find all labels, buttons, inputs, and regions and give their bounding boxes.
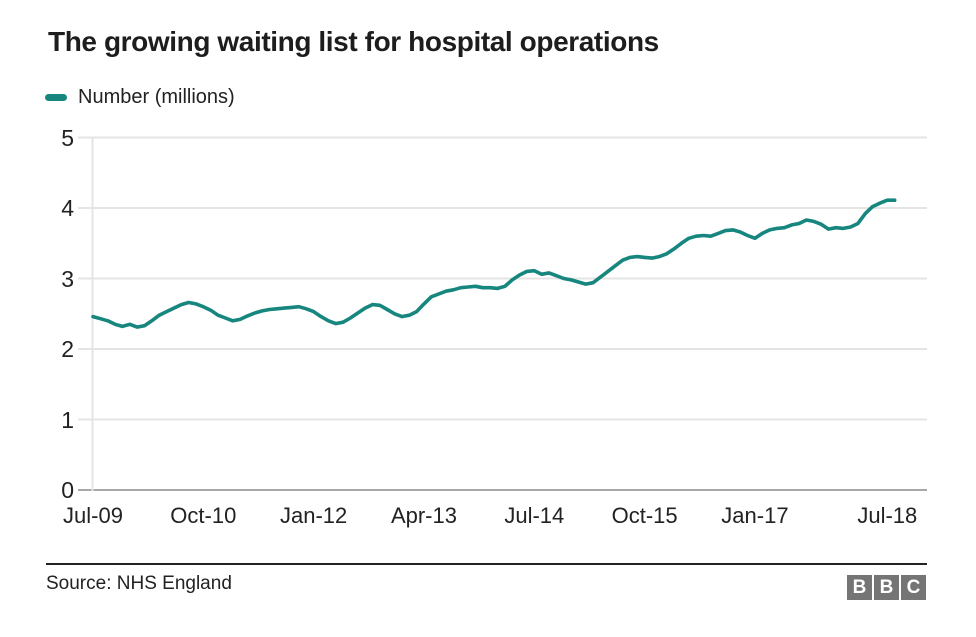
legend-line-swatch — [45, 93, 67, 101]
x-axis-label-jan-17: Jan-17 — [721, 503, 789, 528]
y-axis-label-2: 2 — [61, 336, 74, 362]
chart-title: The growing waiting list for hospital op… — [48, 26, 659, 57]
x-axis-label-oct-15: Oct-15 — [611, 503, 678, 528]
x-axis-label-jul-14: Jul-14 — [504, 503, 565, 528]
bbc-logo: B B C — [847, 575, 926, 600]
y-axis-label-0: 0 — [61, 477, 74, 503]
bbc-logo-letter-c: C — [901, 575, 926, 600]
source-text: Source: NHS England — [46, 573, 232, 594]
footer-divider — [46, 563, 927, 565]
legend: Number (millions) — [45, 85, 235, 109]
x-axis-label-jul-09: Jul-09 — [63, 503, 123, 528]
x-axis-label-apr-13: Apr-13 — [390, 503, 457, 528]
y-axis-label-1: 1 — [61, 406, 74, 433]
legend-label: Number (millions) — [78, 85, 235, 108]
bbc-logo-letter-b1: B — [847, 575, 872, 600]
bbc-logo-letter-b2: B — [874, 575, 899, 600]
x-axis-label-oct-10: Oct-10 — [170, 503, 237, 528]
series-line-number-millions — [91, 198, 897, 329]
y-axis-label-3: 3 — [61, 265, 74, 292]
x-axis-label-jul-18: Jul-18 — [857, 503, 918, 528]
x-axis-label-jan-12: Jan-12 — [280, 503, 348, 528]
y-axis-label-4: 4 — [61, 195, 74, 221]
y-axis-label-5: 5 — [61, 124, 74, 151]
